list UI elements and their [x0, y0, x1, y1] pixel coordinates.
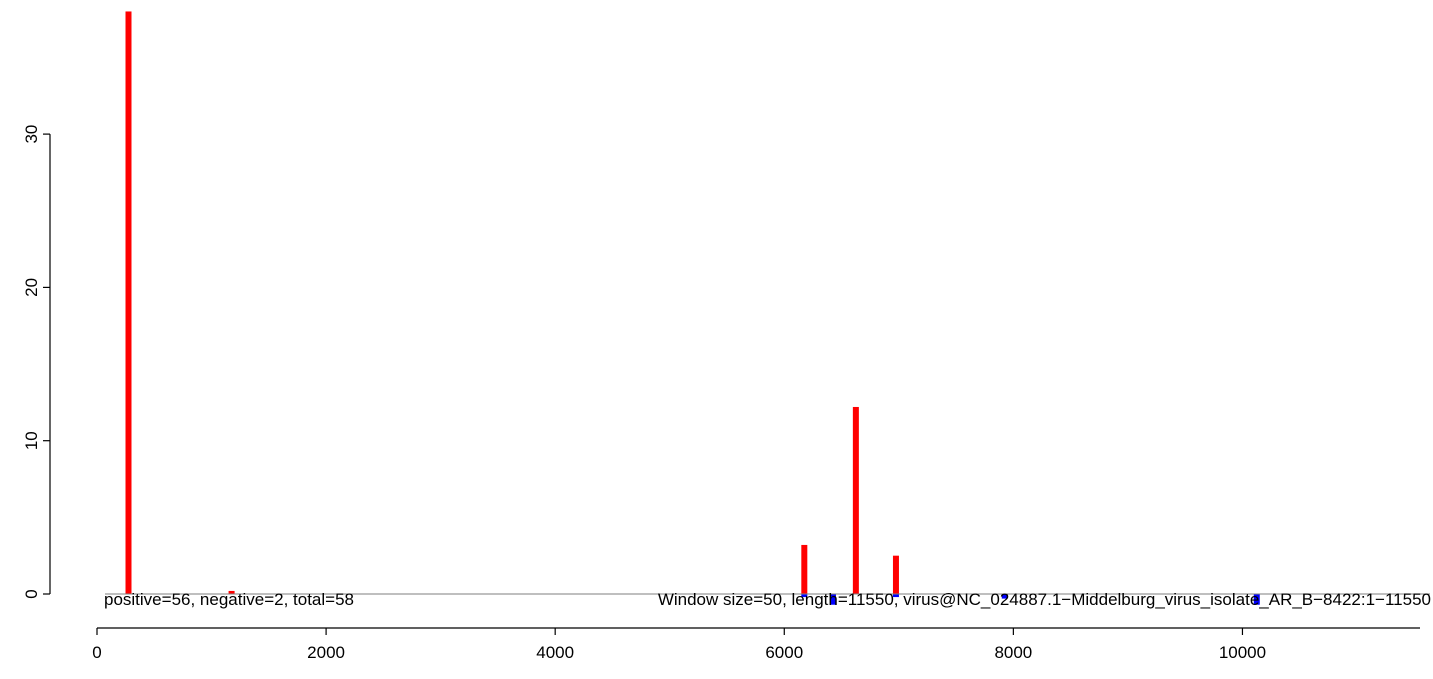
y-tick-label-3: 30 [22, 125, 41, 144]
y-axis: 0 10 20 30 [22, 125, 51, 599]
x-tick-label-3: 6000 [765, 643, 803, 662]
y-tick-label-0: 0 [22, 589, 41, 598]
negative-bar-2 [892, 594, 899, 598]
positive-bar-0 [125, 11, 132, 594]
y-tick-label-2: 20 [22, 278, 41, 297]
y-tick-label-1: 10 [22, 431, 41, 450]
x-tick-label-4: 8000 [994, 643, 1032, 662]
negative-bar-3 [1001, 594, 1008, 599]
bars-group [125, 11, 1260, 605]
x-tick-label-0: 0 [92, 643, 101, 662]
positive-bar-3 [852, 406, 859, 594]
negative-bar-0 [801, 594, 808, 598]
positive-bar-1 [228, 590, 235, 594]
positive-bar-2 [801, 544, 808, 594]
x-tick-label-5: 10000 [1219, 643, 1266, 662]
counts-annotation: positive=56, negative=2, total=58 [104, 590, 354, 609]
x-tick-label-2: 4000 [536, 643, 574, 662]
window-info-annotation: Window size=50, length=11550, virus@NC_0… [658, 590, 1431, 609]
positive-bar-4 [892, 555, 899, 594]
negative-bar-1 [829, 594, 836, 605]
x-tick-label-1: 2000 [307, 643, 345, 662]
negative-bar-4 [1253, 594, 1260, 605]
x-axis: 0 2000 4000 6000 8000 10000 [92, 627, 1420, 662]
